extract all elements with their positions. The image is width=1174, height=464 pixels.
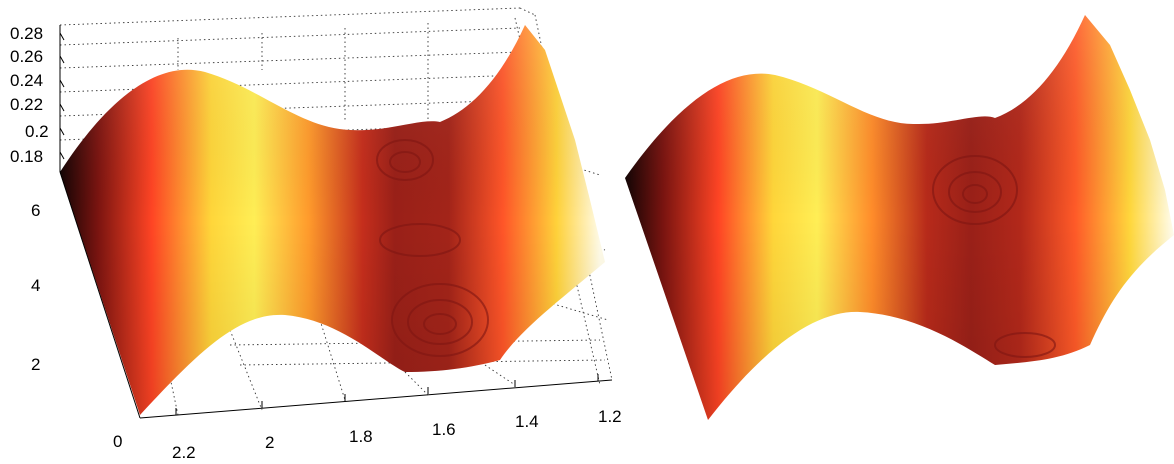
y-tick-label: 4 xyxy=(31,276,40,295)
y-tick-label: 2 xyxy=(31,355,40,374)
left-vortex-features xyxy=(376,139,489,357)
x-tick-label: 1.4 xyxy=(515,412,539,431)
z-tick-label: 0.18 xyxy=(10,147,43,166)
left-y-tick-labels: 6 4 2 0 xyxy=(31,201,122,451)
z-tick-label: 0.22 xyxy=(10,95,43,114)
x-tick-label: 1.8 xyxy=(349,427,373,446)
z-tick-label: 0.26 xyxy=(10,47,43,66)
right-surface-plot xyxy=(625,15,1174,420)
z-tick-label: 0.2 xyxy=(25,122,49,141)
left-z-tick-labels: 0.28 0.26 0.24 0.22 0.2 0.18 xyxy=(10,24,49,166)
left-surface-plot: 0.28 0.26 0.24 0.22 0.2 0.18 6 4 2 0 2.2… xyxy=(10,7,622,462)
left-x-axis-line xyxy=(139,379,613,419)
left-tick-marks xyxy=(59,32,599,415)
y-tick-label: 6 xyxy=(31,201,40,220)
left-y-axis-line xyxy=(59,171,141,419)
right-vortex-features xyxy=(932,155,1056,358)
z-tick-label: 0.28 xyxy=(10,24,43,43)
y-tick-label: 0 xyxy=(113,432,122,451)
x-tick-label: 1.6 xyxy=(432,420,456,439)
left-x-tick-labels: 2.2 2 1.8 1.6 1.4 1.2 xyxy=(172,407,622,462)
z-tick-label: 0.24 xyxy=(10,71,43,90)
x-tick-label: 1.2 xyxy=(598,407,622,426)
x-tick-label: 2 xyxy=(265,433,274,452)
x-tick-label: 2.2 xyxy=(172,443,196,462)
